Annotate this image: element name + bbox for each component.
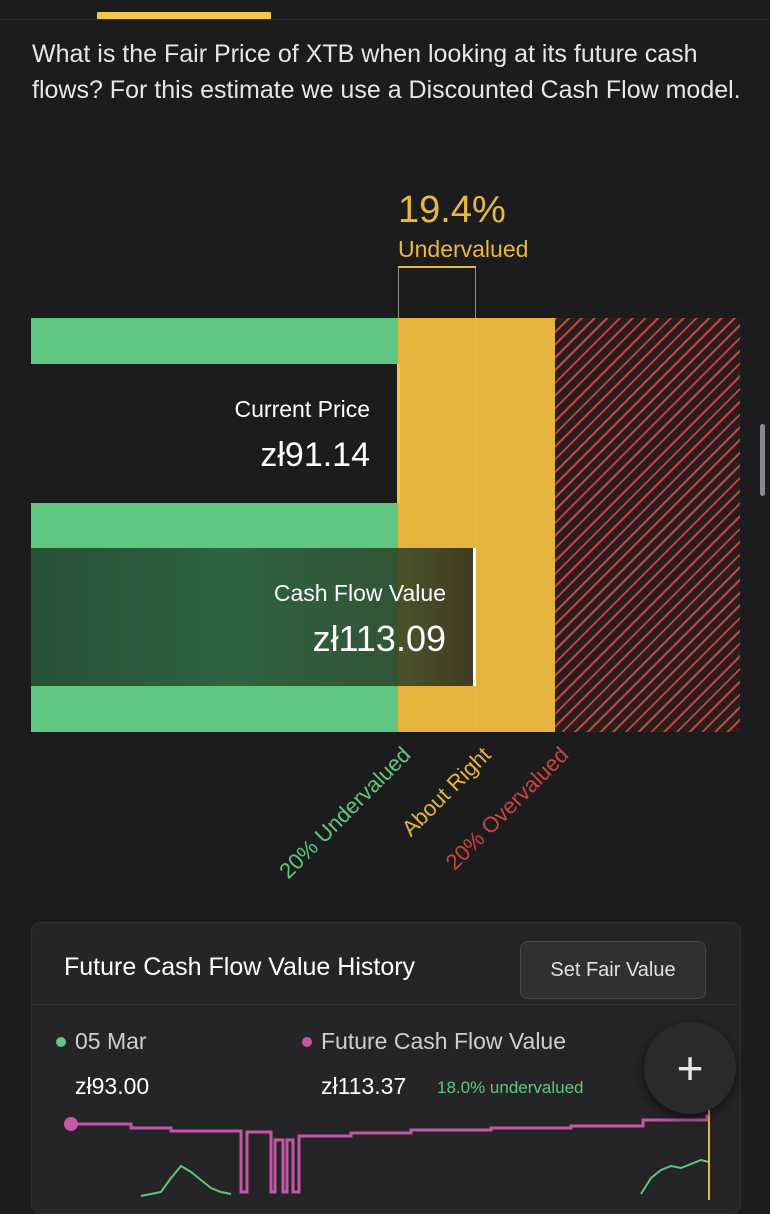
cash-flow-value-bar <box>31 548 475 686</box>
current-price-value: zł91.14 <box>260 436 370 474</box>
scrollbar[interactable] <box>760 424 765 496</box>
price-history-line <box>140 1164 232 1197</box>
fcf-series-value: zł113.37 <box>321 1073 407 1099</box>
history-price-value: zł93.00 <box>75 1073 150 1099</box>
fcf-series-label: Future Cash Flow Value <box>321 1028 567 1054</box>
fcf-legend-dot <box>302 1037 312 1047</box>
gap-bracket-left <box>398 268 399 318</box>
valuation-status: Undervalued <box>398 236 529 262</box>
zone-label-undervalued: 20% Undervalued <box>274 742 416 884</box>
plus-icon: + <box>676 1042 704 1094</box>
card-divider <box>31 1004 739 1005</box>
set-fair-value-button[interactable]: Set Fair Value <box>520 941 706 999</box>
current-price-marker <box>397 364 400 503</box>
history-card-title: Future Cash Flow Value History <box>64 953 416 981</box>
undervalued-percent: 19.4% <box>398 189 506 231</box>
intro-text: What is the Fair Price of XTB when looki… <box>32 40 741 104</box>
cash-flow-value: zł113.09 <box>312 618 446 659</box>
price-legend-dot <box>56 1037 66 1047</box>
overvalued-zone <box>555 318 740 732</box>
current-price-bar <box>0 364 398 503</box>
gap-bracket-right <box>475 268 476 318</box>
history-date: 05 Mar <box>75 1028 147 1054</box>
top-divider <box>0 19 770 20</box>
history-chart[interactable] <box>31 1108 739 1200</box>
fcf-history-start-point <box>64 1117 78 1131</box>
cash-flow-value-label: Cash Flow Value <box>273 580 446 606</box>
cash-flow-value-marker <box>473 548 476 686</box>
gap-bracket-top <box>398 266 476 268</box>
add-button[interactable]: + <box>644 1022 736 1114</box>
fcf-history-line <box>71 1114 709 1194</box>
price-history-line-recent <box>640 1158 710 1195</box>
fcf-series-status: 18.0% undervalued <box>437 1078 584 1097</box>
fair-value-line <box>475 318 476 732</box>
active-tab-indicator <box>97 12 271 20</box>
current-price-label: Current Price <box>234 396 370 422</box>
